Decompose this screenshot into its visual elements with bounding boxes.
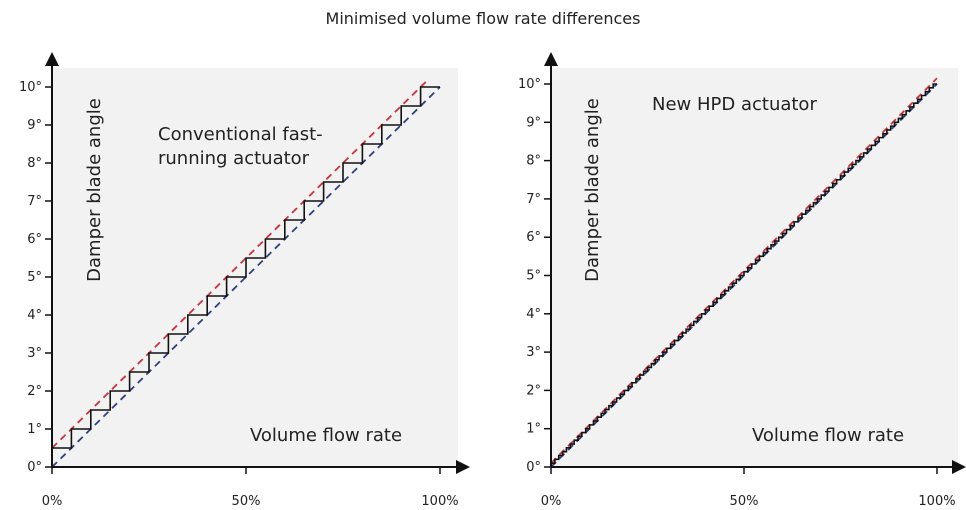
axes: 0° 1° 2° 3° 4° 5° 6° 7° 8° 9° 10° 0% 50% 100% [19,52,470,509]
series-dashed-line-0 [52,78,429,449]
y-tick-label: 2° [526,383,541,398]
x-axis-label: Volume flow rate [250,425,402,446]
annotation-line-2: running actuator [158,148,310,169]
x-axis-arrow [952,460,966,474]
annotation-line-1: New HPD actuator [652,94,817,115]
y-tick-label: 7° [27,194,42,209]
y-tick-label: 8° [27,156,42,171]
x-axis-label: Volume flow rate [752,425,904,446]
y-tick-label: 3° [526,345,541,360]
x-tick-label: 100% [421,494,458,509]
chart-panel-hpd: 0° 1° 2° 3° 4° 5° 6° 7° 8° 9° 10° 0% 50% 100% New HPD… [518,52,966,509]
y-tick-label: 4° [27,308,42,323]
plot-marks [52,78,441,468]
series-step-line [551,83,937,464]
y-axis-arrow [45,52,59,66]
series-step-line [52,86,440,449]
y-tick-label: 0° [27,460,42,475]
y-axis-arrow [544,52,558,66]
y-tick-label: 1° [27,422,42,437]
x-tick-label: 100% [918,494,955,509]
series-dashed-line-1 [550,83,938,468]
y-tick-label: 10° [518,77,541,92]
y-tick-label: 8° [526,154,541,169]
y-tick-label: 7° [526,192,541,207]
x-tick-label: 0% [541,494,562,509]
x-tick-label: 50% [730,494,759,509]
series-dashed-line-1 [52,86,441,468]
y-tick-label: 2° [27,384,42,399]
x-axis-arrow [456,460,470,474]
x-tick-label: 50% [232,494,261,509]
y-axis-label: Damper blade angle [582,98,603,282]
chart-panel-conventional: 0° 1° 2° 3° 4° 5° 6° 7° 8° 9° 10° 0% 50% 100% Convent… [19,52,470,509]
y-tick-label: 5° [526,269,541,284]
y-tick-label: 4° [526,307,541,322]
y-tick-label: 10° [19,80,42,95]
y-tick-label: 0° [526,460,541,475]
figure-title: Minimised volume flow rate differences [325,9,641,28]
series-dashed-line-0 [550,77,938,464]
x-tick-label: 0% [42,494,63,509]
y-tick-label: 1° [526,422,541,437]
plot-background [550,68,958,468]
axes: 0° 1° 2° 3° 4° 5° 6° 7° 8° 9° 10° 0% 50% 100% [518,52,966,509]
y-tick-label: 9° [27,118,42,133]
y-tick-label: 5° [27,270,42,285]
annotation-line-1: Conventional fast- [158,124,323,145]
plot-marks [550,77,938,468]
y-tick-label: 9° [526,115,541,130]
y-axis-label: Damper blade angle [84,98,105,282]
y-tick-label: 6° [526,230,541,245]
y-tick-label: 6° [27,232,42,247]
y-tick-label: 3° [27,346,42,361]
